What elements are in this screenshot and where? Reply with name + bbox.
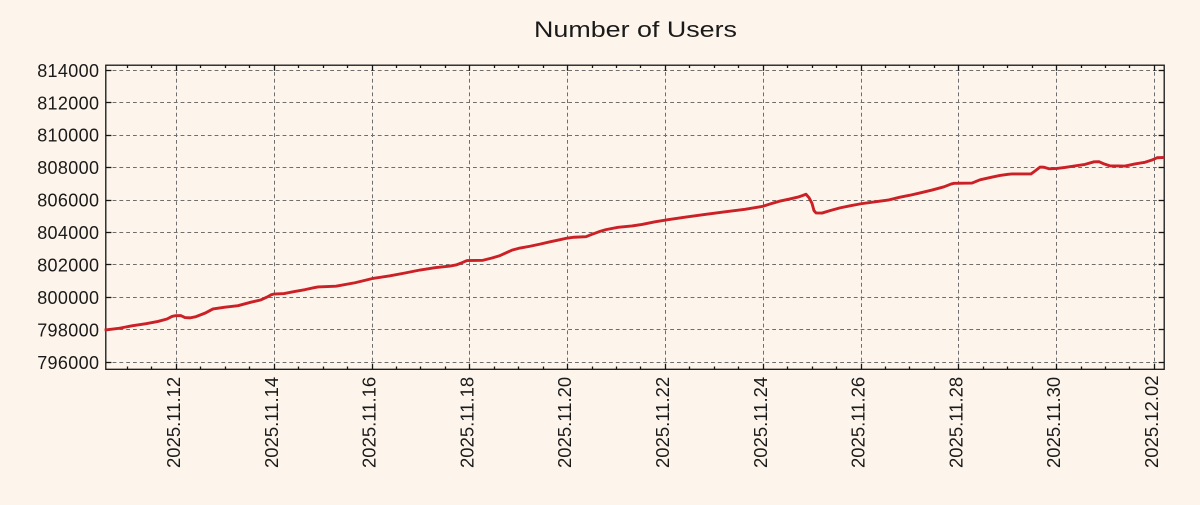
svg-text:814000: 814000: [37, 61, 99, 81]
svg-text:2025.11.20: 2025.11.20: [554, 377, 575, 468]
svg-text:802000: 802000: [37, 255, 99, 275]
svg-text:2025.11.14: 2025.11.14: [261, 377, 282, 468]
svg-text:2025.11.28: 2025.11.28: [945, 377, 966, 468]
svg-text:2025.11.12: 2025.11.12: [163, 377, 184, 468]
svg-text:2025.11.18: 2025.11.18: [456, 377, 477, 468]
svg-text:798000: 798000: [37, 320, 99, 340]
svg-text:2025.11.30: 2025.11.30: [1043, 377, 1064, 468]
svg-text:806000: 806000: [37, 191, 99, 211]
svg-text:800000: 800000: [37, 288, 99, 308]
svg-text:2025.11.16: 2025.11.16: [359, 377, 380, 468]
svg-text:2025.12.02: 2025.12.02: [1141, 375, 1162, 468]
svg-text:812000: 812000: [37, 93, 99, 113]
svg-text:796000: 796000: [37, 353, 99, 373]
svg-text:Number of Users: Number of Users: [534, 18, 737, 42]
svg-text:804000: 804000: [37, 223, 99, 243]
svg-text:2025.11.24: 2025.11.24: [750, 377, 771, 468]
svg-text:2025.11.26: 2025.11.26: [848, 377, 869, 468]
svg-text:810000: 810000: [37, 126, 99, 146]
svg-text:2025.11.22: 2025.11.22: [652, 377, 673, 468]
svg-text:808000: 808000: [37, 158, 99, 178]
